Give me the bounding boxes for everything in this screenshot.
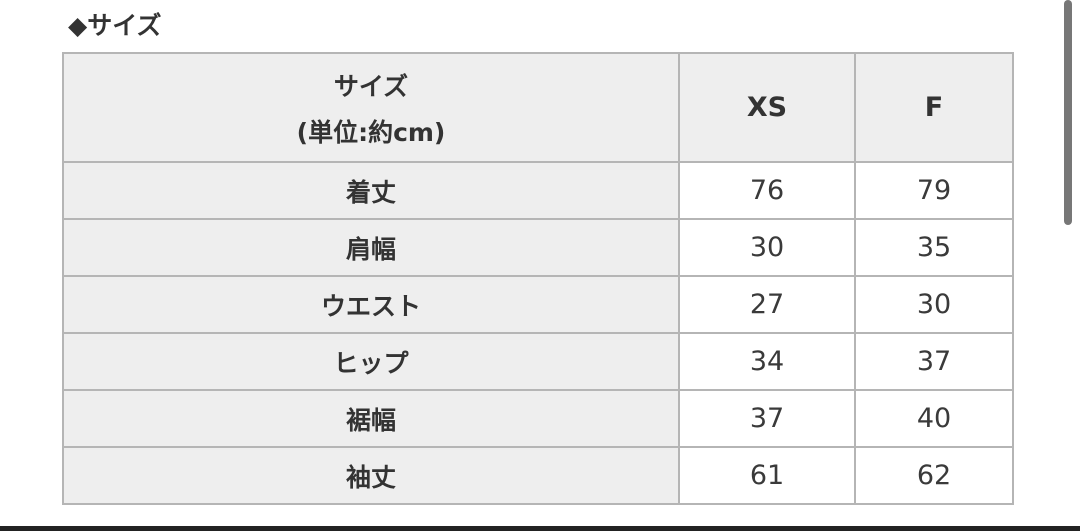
section-title: ◆サイズ	[68, 11, 162, 40]
row-label: 裾幅	[62, 389, 680, 448]
table-row: 裾幅 37 40	[62, 389, 1014, 448]
header-xs: XS	[678, 52, 856, 163]
row-label: ウエスト	[62, 275, 680, 334]
value-f: 79	[854, 161, 1014, 220]
value-f: 37	[854, 332, 1014, 391]
value-xs: 37	[678, 389, 856, 448]
value-f: 40	[854, 389, 1014, 448]
bottom-divider	[0, 526, 1080, 531]
header-f: F	[854, 52, 1014, 163]
size-table: サイズ (単位:約cm) XS F 着丈 76 79 肩幅 30 35 ウエスト…	[62, 52, 1014, 505]
value-xs: 30	[678, 218, 856, 277]
row-label: ヒップ	[62, 332, 680, 391]
table-row: 袖丈 61 62	[62, 446, 1014, 505]
row-label: 肩幅	[62, 218, 680, 277]
row-label: 着丈	[62, 161, 680, 220]
table-row: ウエスト 27 30	[62, 275, 1014, 334]
value-f: 30	[854, 275, 1014, 334]
table-header-row: サイズ (単位:約cm) XS F	[62, 52, 1014, 163]
table-row: 着丈 76 79	[62, 161, 1014, 220]
value-xs: 27	[678, 275, 856, 334]
table-row: 肩幅 30 35	[62, 218, 1014, 277]
header-unit: (単位:約cm)	[296, 117, 446, 147]
scrollbar[interactable]	[1064, 0, 1072, 225]
header-label: サイズ	[333, 71, 409, 101]
value-f: 62	[854, 446, 1014, 505]
table-row: ヒップ 34 37	[62, 332, 1014, 391]
header-label-cell: サイズ (単位:約cm)	[62, 52, 680, 163]
value-xs: 61	[678, 446, 856, 505]
value-f: 35	[854, 218, 1014, 277]
value-xs: 34	[678, 332, 856, 391]
row-label: 袖丈	[62, 446, 680, 505]
value-xs: 76	[678, 161, 856, 220]
